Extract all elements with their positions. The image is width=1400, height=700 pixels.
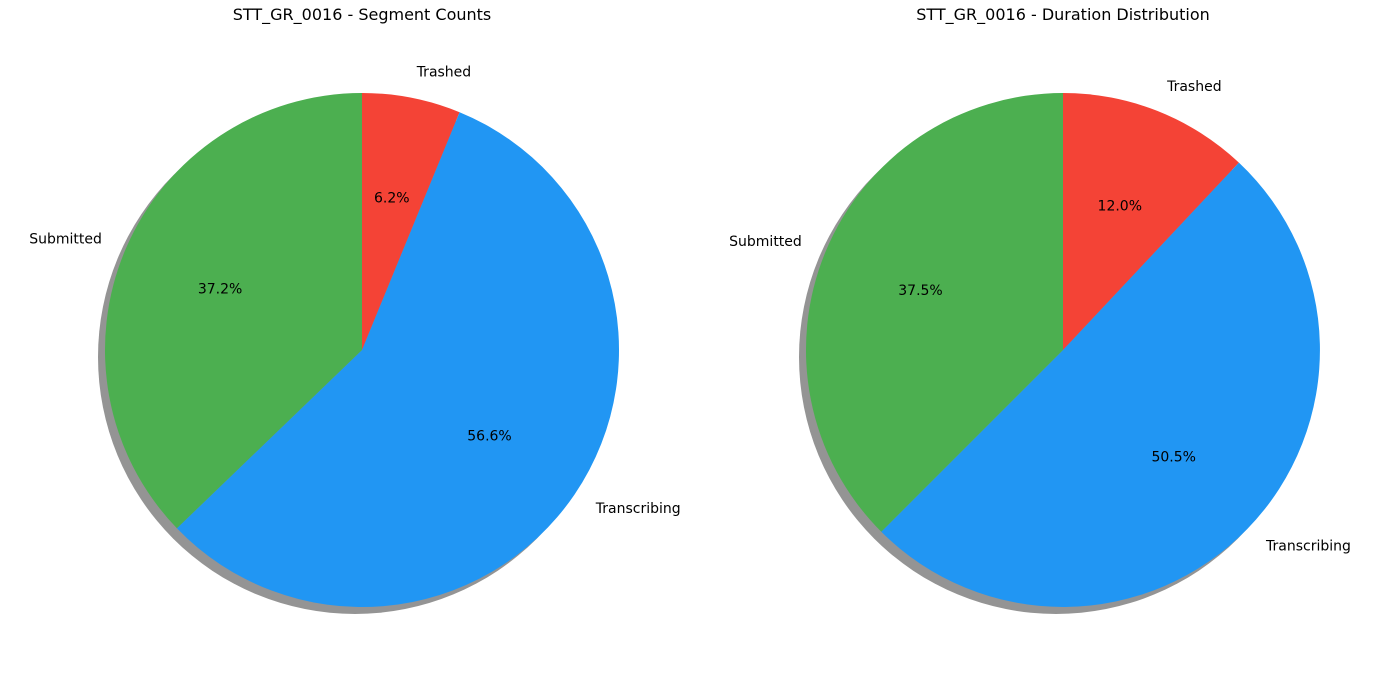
slice-label-trashed: Trashed (1166, 79, 1222, 95)
pie-slice-transcribing (176, 112, 620, 608)
chart-title: STT_GR_0016 - Duration Distribution (916, 5, 1210, 25)
slice-percent-transcribing: 56.6% (467, 429, 511, 445)
slice-percent-transcribing: 50.5% (1151, 449, 1195, 465)
slice-label-transcribing: Transcribing (595, 501, 681, 517)
pie-labels: Trashed 6.2% Transcribing 56.6% Submitted 37.… (29, 65, 680, 517)
slice-label-trashed: Trashed (416, 65, 472, 81)
pie-slices (98, 93, 620, 614)
pie-slice-submitted (805, 93, 1063, 532)
slice-label-transcribing: Transcribing (1265, 539, 1351, 555)
pie-slices (799, 93, 1320, 614)
slice-label-submitted: Submitted (729, 234, 802, 250)
pie-slice-transcribing (881, 162, 1320, 607)
pie-slice-trashed (1063, 93, 1239, 350)
pie-slice-trashed (362, 93, 460, 350)
pie-labels: Trashed 12.0% Transcribing 50.5% Submitted 37… (729, 79, 1351, 555)
slice-label-submitted: Submitted (29, 231, 102, 247)
slice-percent-submitted: 37.2% (198, 282, 242, 298)
pie-chart-duration-distribution: STT_GR_0016 - Duration Distribution Tras… (729, 5, 1351, 614)
slice-percent-trashed: 12.0% (1098, 199, 1142, 215)
chart-title: STT_GR_0016 - Segment Counts (233, 5, 492, 25)
slice-percent-trashed: 6.2% (374, 191, 410, 207)
slice-percent-submitted: 37.5% (898, 283, 942, 299)
pie-chart-segment-counts: STT_GR_0016 - Segment Counts Trashed 6.2%… (29, 5, 681, 614)
pie-slice-submitted (104, 93, 363, 529)
